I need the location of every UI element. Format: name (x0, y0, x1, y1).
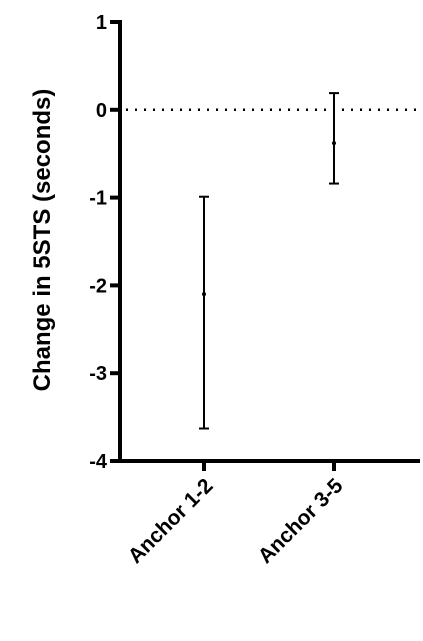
y-axis-ticks: 1 0 -1 -2 -3 -4 (89, 12, 120, 473)
mean-point (332, 141, 336, 146)
x-tick-label: Anchor 1-2 (124, 474, 218, 568)
y-tick-label: -1 (89, 188, 107, 210)
x-axis-tick-labels: Anchor 1-2 Anchor 3-5 (124, 474, 348, 568)
y-axis-title: Change in 5STS (seconds) (29, 89, 56, 392)
error-bars (199, 92, 339, 471)
x-tick-label: Anchor 3-5 (254, 474, 348, 568)
y-tick-label: -3 (89, 363, 107, 385)
y-tick-label: -4 (89, 451, 108, 473)
y-tick-label: -2 (89, 275, 107, 297)
y-tick-label: 1 (96, 12, 107, 34)
y-tick-label: 0 (96, 100, 107, 122)
mean-point (202, 292, 206, 297)
